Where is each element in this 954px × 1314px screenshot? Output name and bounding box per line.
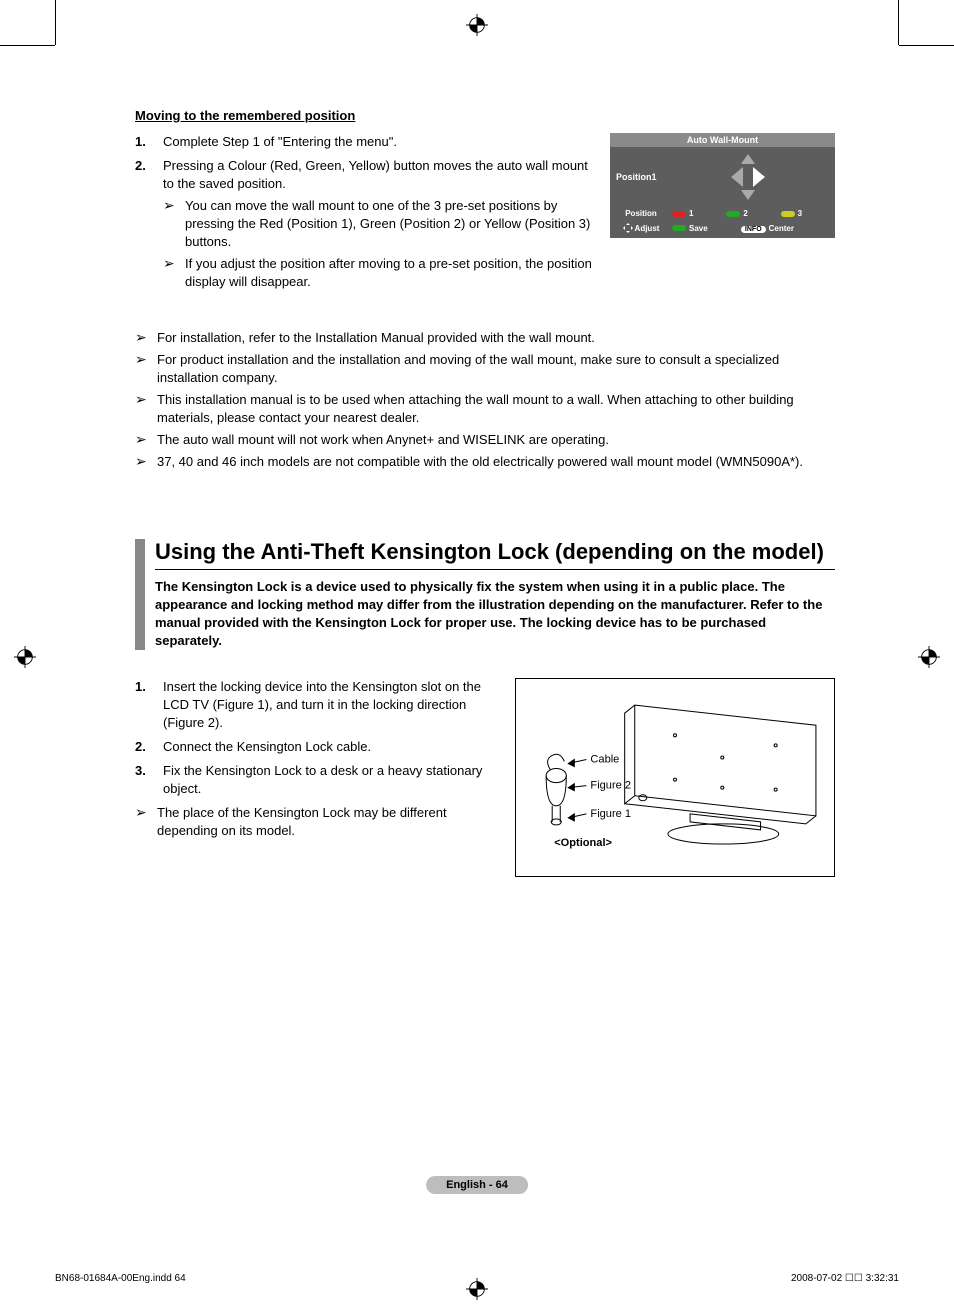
note-item: ➢This installation manual is to be used … xyxy=(135,391,835,427)
note-text: If you adjust the position after moving … xyxy=(185,255,592,291)
note-item: ➢ You can move the wall mount to one of … xyxy=(163,197,592,251)
osd-row-label: Position xyxy=(616,209,666,218)
osd-footer-row: Adjust Save INFOCenter xyxy=(610,220,835,238)
note-arrow-icon: ➢ xyxy=(135,804,157,840)
note-item: ➢For installation, refer to the Installa… xyxy=(135,329,835,347)
list-item: 2. Pressing a Colour (Red, Green, Yellow… xyxy=(135,157,592,295)
list-item: 2.Connect the Kensington Lock cable. xyxy=(135,738,497,756)
section-heading: Moving to the remembered position xyxy=(135,108,835,123)
registration-mark-icon xyxy=(466,14,488,36)
figure-label: Cable xyxy=(590,753,619,765)
note-item: ➢For product installation and the instal… xyxy=(135,351,835,387)
notes-list: ➢For installation, refer to the Installa… xyxy=(135,329,835,471)
color-pill-icon xyxy=(672,225,686,231)
step-text: Pressing a Colour (Red, Green, Yellow) b… xyxy=(163,158,588,191)
steps-list: 1.Insert the locking device into the Ken… xyxy=(135,678,497,798)
figure-label: Figure 2 xyxy=(590,780,631,792)
step-number: 1. xyxy=(135,133,163,151)
footer-filename: BN68-01684A-00Eng.indd 64 xyxy=(55,1273,186,1284)
info-badge: INFO xyxy=(741,226,766,233)
note-arrow-icon: ➢ xyxy=(135,453,157,471)
figure-label: Figure 1 xyxy=(590,808,631,820)
list-item: 1.Insert the locking device into the Ken… xyxy=(135,678,497,732)
page-content: Moving to the remembered position 1. Com… xyxy=(135,108,835,877)
page-number: English - 64 xyxy=(426,1176,528,1194)
osd-position-label: Position1 xyxy=(616,172,666,182)
color-pill-icon xyxy=(726,211,740,217)
kensington-figure: Cable Figure 2 Figure 1 <Optional> xyxy=(515,678,835,877)
osd-panel: Auto Wall-Mount Position1 Position 1 2 3 xyxy=(610,133,835,238)
registration-mark-icon xyxy=(918,646,940,668)
footer-timestamp: 2008-07-02 ☐☐ 3:32:31 xyxy=(791,1273,899,1284)
note-text: You can move the wall mount to one of th… xyxy=(185,197,592,251)
note-arrow-icon: ➢ xyxy=(135,351,157,387)
note-arrow-icon: ➢ xyxy=(135,329,157,347)
registration-mark-icon xyxy=(14,646,36,668)
direction-pad-icon xyxy=(666,152,829,202)
step-number: 2. xyxy=(135,157,163,295)
note-arrow-icon: ➢ xyxy=(163,197,185,251)
note-item: ➢ If you adjust the position after movin… xyxy=(163,255,592,291)
osd-adjust: Adjust xyxy=(616,223,666,233)
note-arrow-icon: ➢ xyxy=(135,391,157,427)
step-text: Complete Step 1 of "Entering the menu". xyxy=(163,133,592,151)
color-pill-icon xyxy=(781,211,795,217)
list-item: 1. Complete Step 1 of "Entering the menu… xyxy=(135,133,592,151)
note-item: ➢37, 40 and 46 inch models are not compa… xyxy=(135,453,835,471)
list-item: 3.Fix the Kensington Lock to a desk or a… xyxy=(135,762,497,798)
note-item: ➢The auto wall mount will not work when … xyxy=(135,431,835,449)
note-item: ➢The place of the Kensington Lock may be… xyxy=(135,804,497,840)
section-title: Using the Anti-Theft Kensington Lock (de… xyxy=(155,539,835,570)
osd-title: Auto Wall-Mount xyxy=(610,133,835,147)
note-arrow-icon: ➢ xyxy=(135,431,157,449)
color-pill-icon xyxy=(672,211,686,217)
note-arrow-icon: ➢ xyxy=(163,255,185,291)
print-footer: BN68-01684A-00Eng.indd 64 2008-07-02 ☐☐ … xyxy=(55,1273,899,1284)
figure-optional-label: <Optional> xyxy=(554,837,612,849)
osd-position-row: Position 1 2 3 xyxy=(610,207,835,220)
section-description: The Kensington Lock is a device used to … xyxy=(155,578,835,650)
steps-list: 1. Complete Step 1 of "Entering the menu… xyxy=(135,133,592,295)
section-title-block: Using the Anti-Theft Kensington Lock (de… xyxy=(135,539,835,650)
